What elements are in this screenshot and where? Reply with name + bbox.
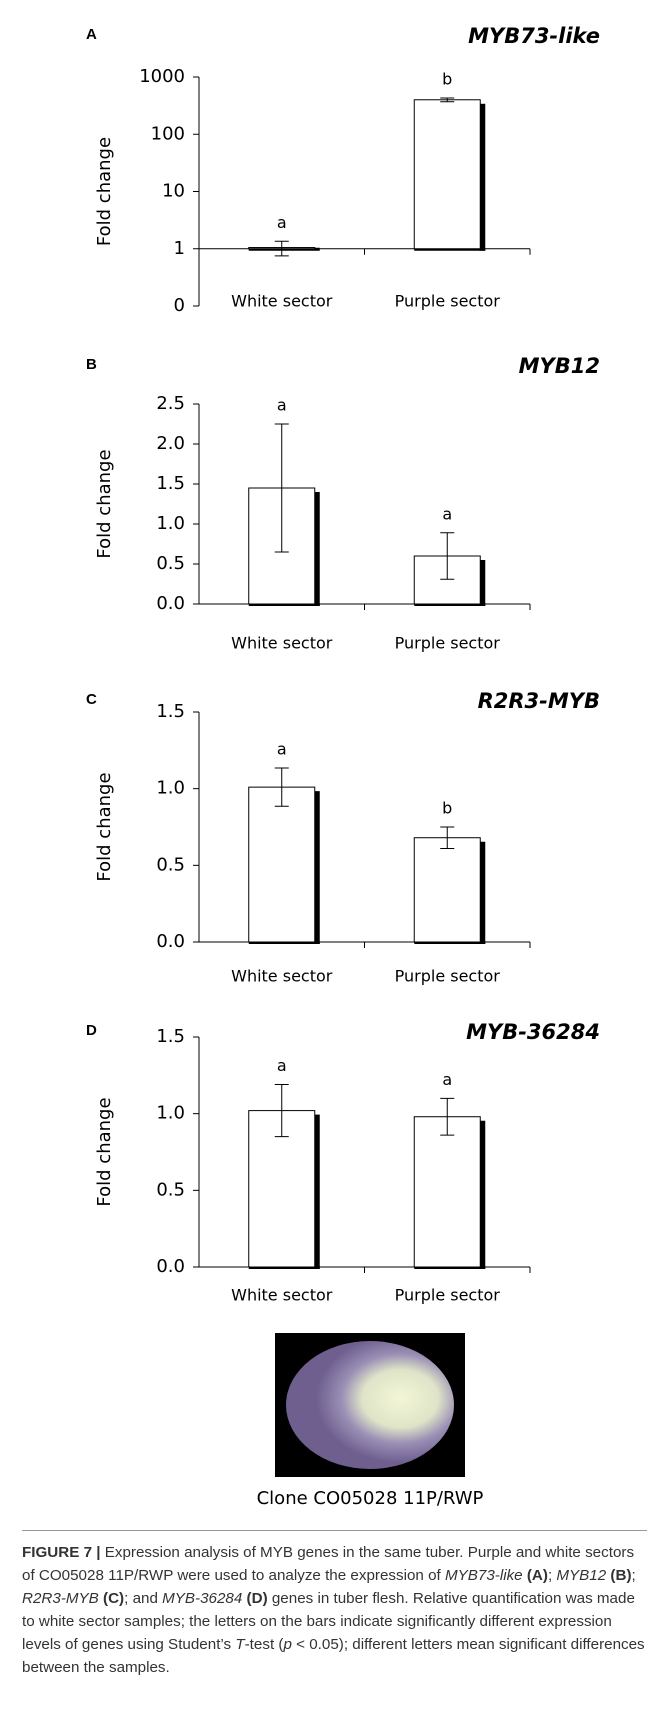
bar — [413, 99, 481, 250]
bar — [413, 837, 481, 943]
caption-text: ; and — [124, 1590, 163, 1607]
x-tick-label: Purple sector — [395, 967, 501, 986]
y-axis-label: Fold change — [94, 449, 115, 558]
annotation: b — [442, 69, 452, 88]
bar — [413, 1116, 481, 1268]
y-tick-label: 0.0 — [156, 931, 185, 952]
y-axis-label: Fold change — [94, 137, 115, 246]
caption-text: MYB-36284 — [162, 1590, 243, 1607]
y-tick-label: 1.5 — [156, 1026, 185, 1047]
x-tick-label: Purple sector — [395, 1286, 501, 1305]
figure: Clone CO05028 11P/RWP A MYB73-like Fold ch… — [86, 24, 600, 1509]
tuber — [286, 1341, 454, 1469]
bar-shadow — [479, 841, 486, 944]
y-axis-label: Fold change — [94, 772, 115, 881]
caption-text: (C) — [98, 1590, 125, 1607]
chart-title: MYB12 — [519, 354, 600, 378]
annotation: a — [277, 739, 287, 758]
error-bar — [274, 423, 289, 553]
caption-text: -test ( — [244, 1636, 284, 1653]
bar-shadow — [248, 1266, 320, 1269]
bar-shadow — [479, 560, 486, 606]
error-bar — [440, 97, 455, 103]
y-tick-label: 1.0 — [156, 778, 185, 799]
y-tick-label: 0 — [174, 295, 185, 316]
error-bar — [440, 1097, 455, 1136]
y-tick-label: 0.5 — [156, 854, 185, 875]
caption-text: (D) — [242, 1590, 268, 1607]
y-tick-label: 1000 — [139, 66, 185, 87]
annotation: a — [277, 396, 287, 415]
caption-text: ; — [631, 1567, 636, 1584]
y-tick-label: 2.5 — [156, 393, 185, 414]
y-tick-label: 100 — [151, 123, 185, 144]
annotation: a — [277, 213, 287, 232]
y-tick-label: 0.0 — [156, 1256, 185, 1277]
caption-text: (A) — [522, 1567, 548, 1584]
panel-label: D — [86, 1022, 97, 1039]
bar-shadow — [248, 247, 320, 251]
panel-label: C — [86, 691, 97, 708]
annotation: a — [442, 1070, 452, 1089]
y-tick-label: 1.5 — [156, 701, 185, 722]
y-tick-label: 1.0 — [156, 513, 185, 534]
photo-label: Clone CO05028 11P/RWP — [257, 1488, 484, 1509]
caption-text: (B) — [606, 1567, 632, 1584]
bar-shadow — [313, 492, 320, 606]
caption-text: genes in tuber flesh. Relative quantific… — [22, 1590, 635, 1653]
caption-text: FIGURE 7 | — [22, 1544, 101, 1561]
y-tick-label: 0.0 — [156, 593, 185, 614]
bar-shadow — [313, 791, 320, 944]
y-tick-label: 2.0 — [156, 433, 185, 454]
y-tick-label: 1 — [174, 238, 185, 259]
x-tick-label: Purple sector — [395, 634, 501, 653]
caption-text: MYB12 — [556, 1567, 607, 1584]
chart-title: MYB-36284 — [466, 1020, 600, 1044]
y-tick-label: 10 — [162, 181, 185, 202]
x-tick-label: White sector — [231, 967, 333, 986]
caption-text: ; — [547, 1567, 557, 1584]
y-axis-label: Fold change — [94, 1097, 115, 1206]
x-tick-label: White sector — [231, 292, 333, 311]
panel-label: B — [86, 356, 97, 373]
y-tick-label: 0.5 — [156, 1179, 185, 1200]
caption: FIGURE 7 | Expression analysis of MYB ge… — [22, 1530, 647, 1679]
annotation: b — [442, 799, 452, 818]
caption-text: p — [283, 1636, 292, 1653]
chart-title: R2R3-MYB — [478, 689, 600, 713]
y-tick-label: 0.5 — [156, 553, 185, 574]
chart-title: MYB73-like — [468, 24, 600, 48]
x-tick-label: Purple sector — [395, 292, 501, 311]
bar-shadow — [313, 1114, 320, 1269]
y-tick-label: 1.5 — [156, 473, 185, 494]
caption-text: < 0.05); different letters mean signific… — [22, 1636, 645, 1676]
error-bar — [440, 532, 455, 580]
error-bar — [440, 826, 455, 849]
panel-label: A — [86, 26, 97, 43]
caption-text: R2R3-MYB — [22, 1590, 99, 1607]
annotation: a — [277, 1056, 287, 1075]
y-tick-label: 1.0 — [156, 1103, 185, 1124]
x-tick-label: White sector — [231, 634, 333, 653]
bar-shadow — [414, 1266, 486, 1269]
bar — [248, 786, 316, 943]
bar-shadow — [479, 103, 486, 251]
error-bar — [274, 1084, 289, 1138]
error-bar — [274, 240, 289, 257]
caption-text: Expression analysis of MYB genes in the … — [22, 1544, 635, 1584]
annotation: a — [442, 504, 452, 523]
bar-shadow — [479, 1120, 486, 1269]
caption-text: T — [235, 1636, 245, 1653]
caption-text: MYB73-like — [444, 1567, 523, 1584]
error-bar — [274, 767, 289, 807]
x-tick-label: White sector — [231, 1286, 333, 1305]
